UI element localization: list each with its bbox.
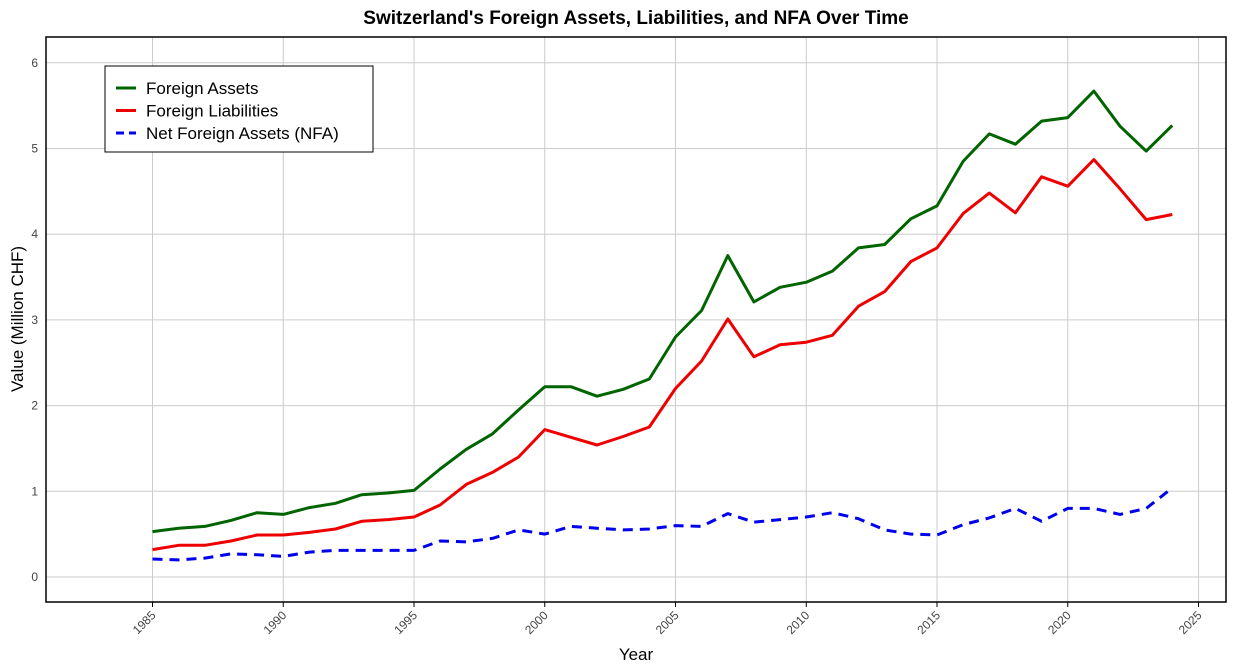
x-tick-label: 1985 [130,608,159,637]
legend-label-3: Net Foreign Assets (NFA) [146,124,339,143]
y-tick-label: 0 [31,570,38,584]
plot-border [45,36,1227,603]
x-tick-label: 2005 [653,608,682,637]
x-tick-label: 2000 [522,608,551,637]
x-tick-label: 1990 [261,608,290,637]
series-line-3 [152,486,1174,562]
y-tick-label: 1 [31,484,38,498]
y-axis-label: Value (Million CHF) [8,246,27,392]
x-tick-label: 1995 [391,608,420,637]
x-tick-label: 2010 [784,608,813,637]
x-axis-label: Year [619,645,654,664]
y-tick-label: 6 [31,56,38,70]
y-tick-label: 4 [31,227,38,241]
x-tick-label: 2025 [1176,608,1205,637]
legend-box [104,65,374,153]
x-tick-label: 2020 [1045,608,1074,637]
series-line-1 [152,89,1174,534]
y-tick-label: 5 [31,142,38,156]
legend-label-1: Foreign Assets [146,79,258,98]
y-tick-label: 3 [31,313,38,327]
series-line-2 [152,158,1173,552]
legend: Foreign Assets Foreign Liabilities Net For… [104,65,374,153]
x-tick-label: 2015 [914,608,943,637]
legend-label-2: Foreign Liabilities [146,102,278,121]
chart-title: Switzerland's Foreign Assets, Liabilitie… [363,8,908,29]
y-tick-label: 2 [31,399,38,413]
gridlines [46,37,1226,602]
series-lines [152,89,1174,562]
